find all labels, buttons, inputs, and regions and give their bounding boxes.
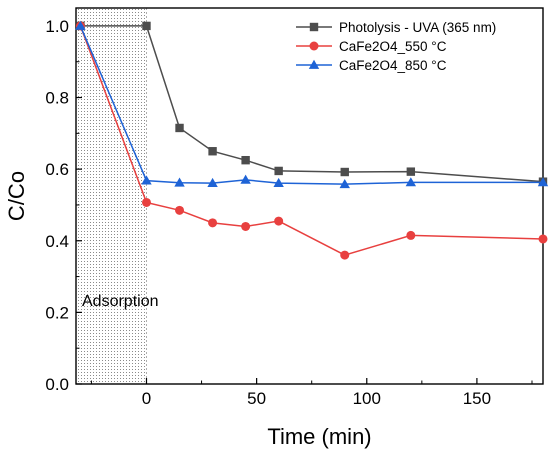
data-point-triangle — [405, 177, 417, 187]
legend-entry-1: Photolysis - UVA (365 nm) — [296, 20, 496, 35]
data-point-circle — [340, 250, 350, 260]
x-axis-title: Time (min) — [267, 424, 371, 449]
y-tick-label: 0.2 — [45, 303, 69, 322]
data-point-square — [208, 147, 217, 156]
data-point-circle — [208, 218, 218, 228]
data-point-circle — [241, 221, 251, 231]
data-point-square — [175, 123, 184, 133]
series-3 — [75, 20, 549, 189]
data-point-triangle — [75, 20, 86, 30]
plot-frame — [75, 7, 544, 385]
x-axis: 0 50 100 150 — [90, 378, 533, 408]
legend-label: CaFe2O4_550 °C — [339, 39, 447, 54]
legend: Photolysis - UVA (365 nm) CaFe2O4_550 °C C… — [296, 20, 496, 73]
y-axis: 0.0 0.2 0.4 0.6 0.8 1.0 — [45, 17, 82, 394]
y-tick-label: 0.8 — [45, 89, 69, 108]
data-point-circle — [175, 205, 185, 215]
y-tick-label: 1.0 — [45, 17, 69, 36]
x-tick-label: 150 — [463, 389, 491, 408]
data-point-square — [340, 167, 349, 177]
data-point-square — [406, 167, 416, 176]
data-point-square — [241, 155, 250, 165]
data-point-square — [309, 22, 319, 32]
series-layer — [75, 20, 549, 260]
data-point-triangle — [308, 59, 320, 69]
data-point-triangle — [207, 177, 218, 188]
series-line — [79, 25, 544, 256]
adsorption-label: Adsorption — [82, 293, 159, 310]
data-point-triangle — [141, 175, 152, 185]
data-point-triangle — [339, 178, 350, 189]
y-tick-label: 0.6 — [45, 160, 69, 179]
data-point-triangle — [537, 177, 549, 187]
legend-entry-2: CaFe2O4_550 °C — [296, 39, 447, 54]
legend-entry-3: CaFe2O4_850 °C — [296, 58, 447, 73]
y-tick-label: 0.4 — [45, 232, 69, 251]
data-point-circle — [141, 197, 151, 207]
data-point-square — [274, 166, 283, 176]
series-2 — [75, 21, 548, 260]
x-tick-label: 100 — [353, 389, 381, 408]
data-point-circle — [406, 230, 416, 240]
data-point-circle — [538, 234, 548, 244]
x-tick-label: 50 — [247, 389, 266, 408]
y-tick-label: 0.0 — [45, 375, 69, 394]
legend-label: Photolysis - UVA (365 nm) — [339, 20, 496, 35]
legend-label: CaFe2O4_850 °C — [339, 58, 447, 73]
data-point-square — [142, 21, 151, 31]
data-point-circle — [274, 216, 284, 226]
data-point-triangle — [174, 177, 185, 187]
data-point-triangle — [273, 177, 284, 188]
data-point-triangle — [240, 174, 251, 184]
adsorption-region — [76, 8, 147, 384]
x-tick-label: 0 — [142, 389, 151, 408]
data-point-circle — [309, 41, 319, 51]
y-axis-title: C/Co — [4, 171, 29, 221]
